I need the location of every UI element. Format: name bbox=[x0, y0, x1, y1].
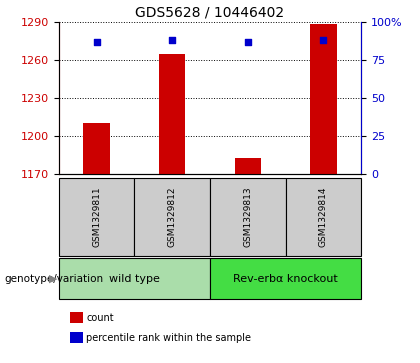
Text: count: count bbox=[86, 313, 114, 323]
Bar bbox=[159, 54, 185, 174]
Text: percentile rank within the sample: percentile rank within the sample bbox=[86, 333, 251, 343]
Point bbox=[169, 37, 176, 43]
Text: GSM1329812: GSM1329812 bbox=[168, 187, 177, 247]
Text: Rev-erbα knockout: Rev-erbα knockout bbox=[233, 274, 338, 284]
Text: genotype/variation: genotype/variation bbox=[4, 274, 103, 284]
Point bbox=[93, 39, 100, 45]
Point bbox=[244, 39, 251, 45]
Bar bbox=[310, 24, 336, 174]
Text: GSM1329814: GSM1329814 bbox=[319, 187, 328, 247]
Text: GSM1329811: GSM1329811 bbox=[92, 187, 101, 247]
Bar bbox=[234, 158, 261, 174]
Title: GDS5628 / 10446402: GDS5628 / 10446402 bbox=[135, 5, 285, 19]
Bar bbox=[83, 123, 110, 174]
Text: ▶: ▶ bbox=[49, 274, 58, 284]
Text: wild type: wild type bbox=[109, 274, 160, 284]
Point bbox=[320, 37, 327, 43]
Text: GSM1329813: GSM1329813 bbox=[243, 187, 252, 247]
